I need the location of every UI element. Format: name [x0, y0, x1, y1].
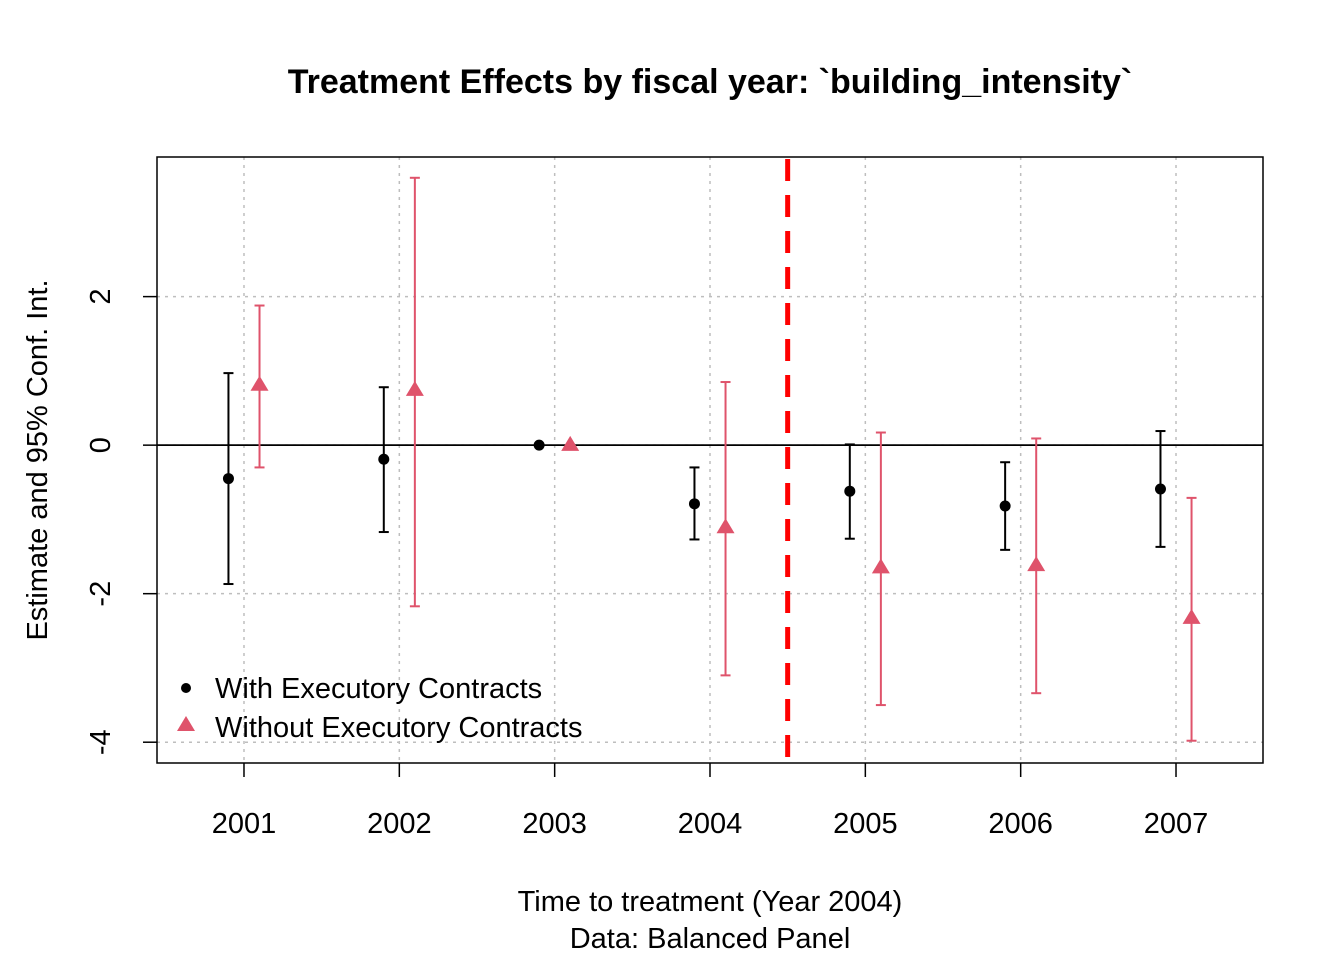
estimate-point — [999, 500, 1011, 512]
estimate-point — [1154, 483, 1166, 495]
x-axis-sublabel: Data: Balanced Panel — [570, 923, 851, 955]
series-without — [250, 176, 1201, 742]
y-tick-label: -2 — [85, 581, 117, 607]
y-axis-label: Estimate and 95% Conf. Int. — [22, 279, 54, 640]
estimate-point — [250, 375, 269, 391]
x-axis: 2001 2002 2003 2004 2005 2006 2007 — [212, 763, 1209, 840]
legend-triangle-marker — [177, 716, 195, 731]
x-tick-label: 2003 — [522, 808, 587, 840]
legend-circle-marker — [181, 683, 191, 693]
estimate-point — [1182, 608, 1201, 624]
estimate-point — [222, 473, 234, 485]
x-tick-label: 2007 — [1144, 808, 1209, 840]
estimate-point — [533, 439, 545, 451]
reference-lines — [157, 159, 1263, 763]
series-layer — [222, 176, 1201, 742]
estimate-point — [716, 518, 735, 534]
legend: With Executory Contracts Without Executo… — [177, 673, 582, 744]
estimate-point — [561, 435, 580, 451]
estimate-point — [688, 498, 700, 510]
y-tick-label: 0 — [85, 437, 117, 453]
estimate-point — [844, 485, 856, 497]
x-tick-label: 2004 — [678, 808, 743, 840]
series-with — [222, 372, 1166, 586]
chart-title: Treatment Effects by fiscal year: `build… — [288, 63, 1133, 101]
x-axis-label: Time to treatment (Year 2004) — [518, 886, 903, 918]
legend-label-without: Without Executory Contracts — [215, 712, 582, 744]
legend-label-with: With Executory Contracts — [215, 673, 542, 705]
estimate-point — [378, 453, 390, 465]
x-tick-label: 2005 — [833, 808, 898, 840]
x-tick-label: 2001 — [212, 808, 277, 840]
x-tick-label: 2006 — [988, 808, 1053, 840]
estimate-point — [871, 558, 890, 574]
x-tick-label: 2002 — [367, 808, 432, 840]
y-tick-label: -4 — [85, 729, 117, 755]
estimate-point — [1027, 556, 1046, 572]
estimate-point — [405, 380, 424, 396]
y-tick-label: 2 — [85, 289, 117, 305]
y-axis: -4 -2 0 2 — [85, 289, 157, 755]
